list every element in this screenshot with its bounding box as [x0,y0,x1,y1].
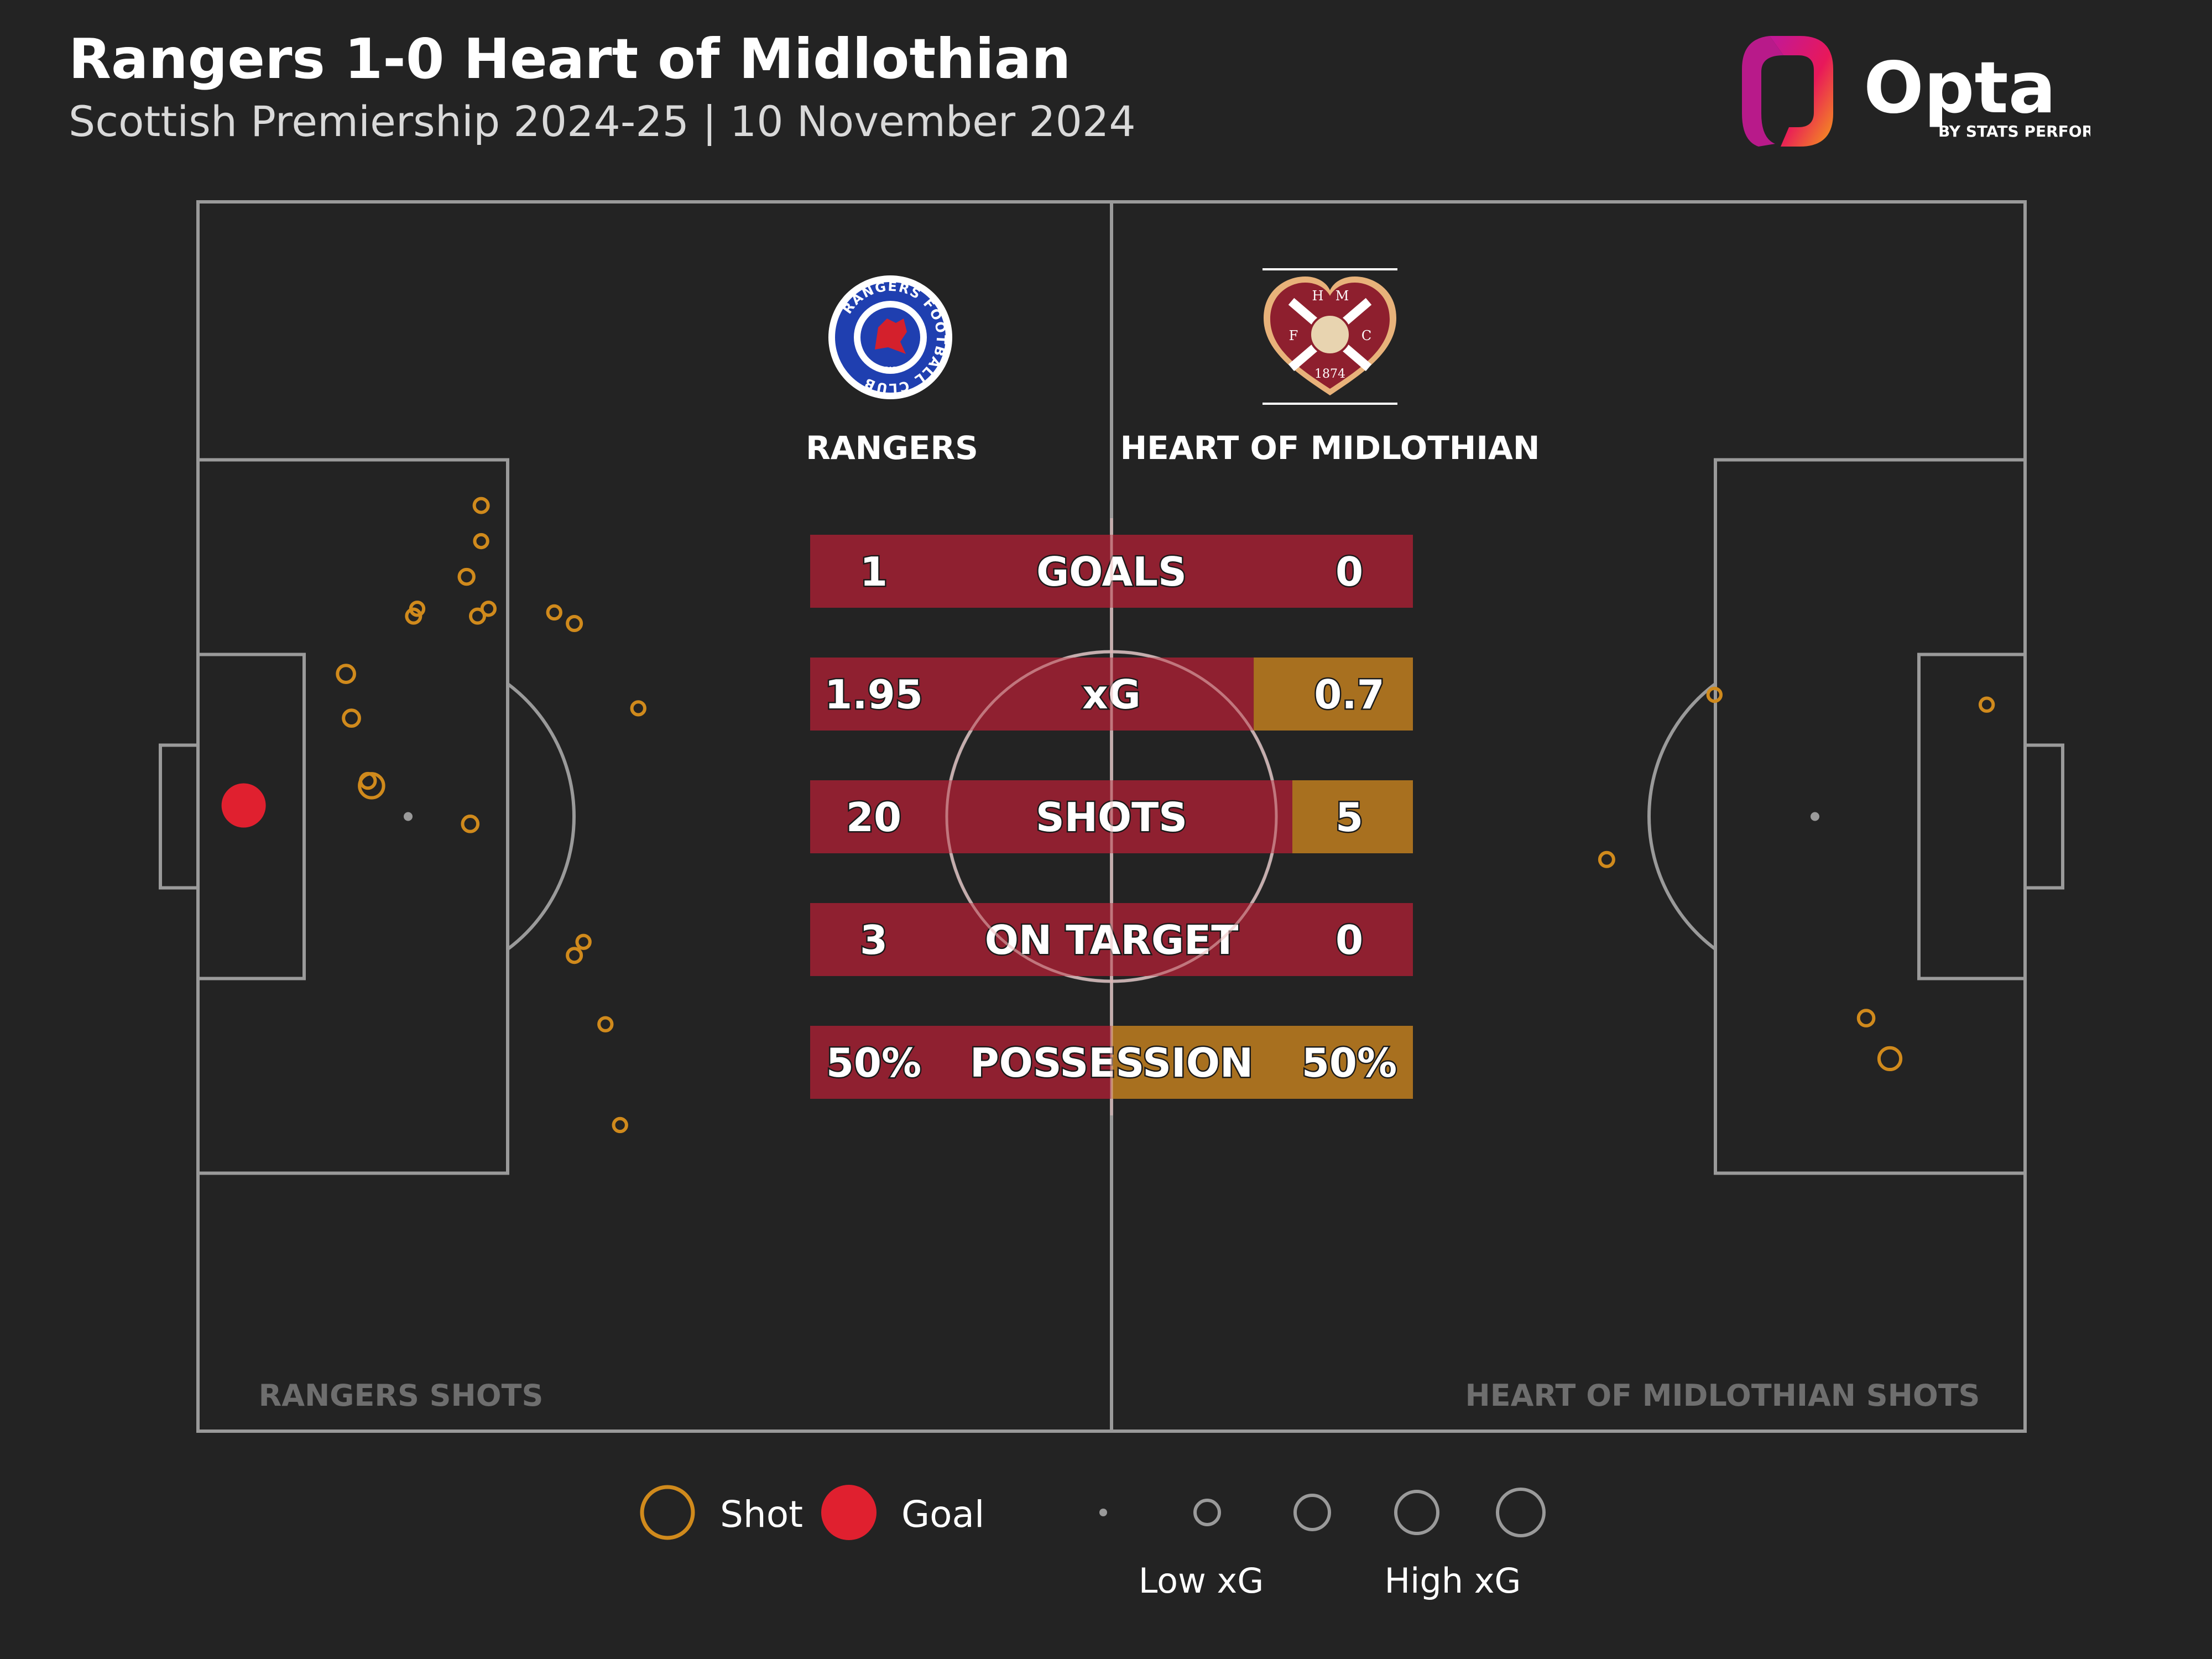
right-goal [2023,743,2064,890]
left-penalty-arc [507,682,576,951]
stat-away-value: 5 [1335,794,1363,841]
shot-marker [1856,1009,1876,1027]
shot-marker [630,700,646,717]
shot-marker [457,567,476,586]
stat-away-value: 0.7 [1314,671,1385,718]
shot-marker [597,1016,614,1032]
shot-markers [221,497,1995,1134]
opta-logo: Opta BY STATS PERFORM [1742,36,2090,147]
shot-marker [405,607,422,625]
stat-bar-home [810,658,1254,731]
away-team-name: HEART OF MIDLOTHIAN [1120,429,1540,467]
page-subtitle: Scottish Premiership 2024-25 | 10 Novemb… [69,97,1136,146]
right-penalty-arc [1647,682,1717,951]
shot-marker [336,664,356,684]
home-team-name: RANGERS [806,429,978,467]
legend-size-marker [1394,1490,1439,1535]
rangers-lion-icon [875,319,907,354]
legend-size-marker [1496,1488,1546,1537]
hearts-crest-letter: C [1361,328,1371,343]
legend-goal-label: Goal [901,1493,984,1536]
shot-marker [546,604,562,621]
stat-home-value: 20 [846,794,901,841]
hearts-crest-letter: F [1289,328,1298,343]
team-names: RANGERS HEART OF MIDLOTHIAN [806,429,1540,467]
panel-labels: RANGERS SHOTS HEART OF MIDLOTHIAN SHOTS [259,1378,1980,1413]
right-six-yard-box [1917,653,2027,980]
legend: Shot Goal Low xG High xG [640,1485,1546,1601]
stat-away-value: 50% [1302,1040,1397,1086]
shot-marker [461,815,480,833]
shot-marker [1877,1046,1903,1072]
hearts-crest-center [1309,314,1351,356]
legend-shot-swatch [640,1485,695,1540]
right-penalty-spot [1811,812,1819,821]
shot-marker [469,607,487,625]
rangers-crest-motto: READY [879,366,902,373]
shot-marker [1978,696,1995,713]
stat-away-value: 0 [1335,549,1363,595]
goal-marker [221,783,266,828]
stat-home-value: 50% [826,1040,921,1086]
stat-row: 1.95 xG 0.7 [810,658,1413,731]
stat-bar-home [810,780,1292,853]
opta-tagline: BY STATS PERFORM [1938,122,2090,140]
left-penalty-spot [404,812,413,821]
home-shots-label: RANGERS SHOTS [259,1378,544,1413]
hearts-crest-icon: H M F C 1874 [1262,268,1397,405]
right-penalty-box [1714,458,2027,1175]
shot-marker [473,533,489,550]
legend-size-marker [1293,1494,1331,1531]
shot-marker [566,614,583,632]
shot-marker [480,601,497,617]
legend-goal-swatch [821,1485,877,1540]
shot-marker [575,933,592,950]
legend-size-marker [1099,1509,1107,1516]
stat-home-value: 1.95 [825,671,923,718]
page-title: Rangers 1-0 Heart of Midlothian [69,27,1071,91]
shot-marker [472,497,490,514]
away-shots [1598,686,1995,1072]
stat-home-value: 1 [860,549,888,595]
hearts-crest-letter: H [1312,288,1324,304]
shot-marker [1706,686,1723,703]
stat-home-value: 3 [860,917,888,963]
legend-low-xg-label: Low xG [1139,1561,1264,1601]
shot-marker [342,708,361,728]
stat-bar-away [1254,658,1413,731]
home-shots [221,497,646,1134]
left-goal [159,743,200,890]
legend-size-marker [1193,1499,1221,1526]
away-shots-label: HEART OF MIDLOTHIAN SHOTS [1465,1378,1980,1413]
shot-marker [566,947,583,964]
shot-marker [359,771,377,790]
stat-bar-home [810,1026,1112,1099]
stat-bar-away [1112,1026,1413,1099]
hearts-crest-letter: M [1335,288,1349,304]
stat-bar-away [1292,780,1413,853]
opta-wordmark: Opta [1864,47,2056,129]
legend-high-xg-label: High xG [1385,1561,1521,1601]
shot-marker [612,1117,628,1134]
hearts-crest-year: 1874 [1314,367,1345,381]
legend-shot-label: Shot [720,1493,803,1536]
center-circle-overlay [945,518,1278,1115]
opta-logo-icon [1742,36,1833,147]
stat-away-value: 0 [1335,917,1363,963]
shot-marker [1598,851,1615,868]
